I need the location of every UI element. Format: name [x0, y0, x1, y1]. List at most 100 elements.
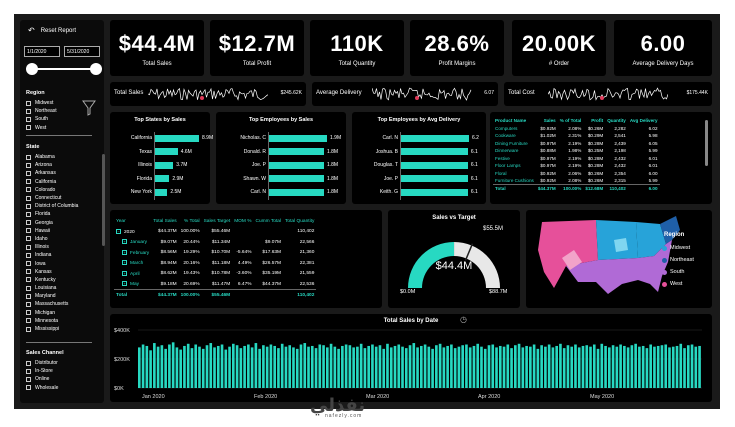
sales-bar[interactable] [190, 348, 194, 389]
state-option[interactable]: Connecticut [26, 194, 78, 202]
sales-bar[interactable] [359, 343, 363, 388]
sales-bar[interactable] [686, 345, 690, 388]
bar-row[interactable]: Carl. N 6.2 [352, 134, 486, 142]
state-scrollbar[interactable] [102, 154, 105, 246]
sales-bar[interactable] [363, 348, 367, 389]
checkbox[interactable] [26, 116, 31, 122]
region-option[interactable]: Midwest [26, 99, 57, 107]
sales-bar[interactable] [472, 345, 476, 388]
sales-bar[interactable] [656, 345, 660, 388]
state-option[interactable]: California [26, 178, 78, 186]
sales-bar[interactable] [675, 345, 679, 388]
sales-bar[interactable] [175, 347, 179, 388]
sales-bar[interactable] [442, 347, 446, 388]
sales-bar[interactable] [265, 346, 269, 388]
sales-bar[interactable] [183, 345, 186, 388]
sales-bar[interactable] [401, 346, 404, 388]
bar-row[interactable]: Florida 2.9M [110, 175, 210, 183]
sales-bar[interactable] [498, 345, 502, 388]
bar-row[interactable]: Joshua. B 6.1 [352, 148, 486, 156]
month-row[interactable]: + January $9.07M 20.44% $11.34M $9.07M 22,566 [114, 237, 316, 248]
state-option[interactable]: Arkansas [26, 169, 78, 177]
sales-bar[interactable] [510, 348, 513, 389]
sales-bar[interactable] [156, 346, 160, 388]
table-row[interactable]: Floral $0.92M 2.06% $0.26M 2,354 6.00 [493, 170, 660, 178]
sales-bar[interactable] [171, 342, 175, 388]
state-option[interactable]: Arizona [26, 161, 78, 169]
bar[interactable] [269, 188, 324, 196]
sales-bar[interactable] [235, 345, 239, 388]
sales-bar[interactable] [168, 344, 171, 389]
sales-bar[interactable] [322, 345, 325, 388]
month-row[interactable]: + May $9.18M 20.69% $11.47M 6.47% $44.37M 22,53… [114, 279, 316, 290]
column-header[interactable]: Avg Delivery [629, 118, 658, 124]
bar-row[interactable]: Donald. R 1.8M [216, 148, 346, 156]
checkbox[interactable] [26, 261, 31, 267]
column-header[interactable]: Product Name [495, 118, 527, 124]
checkbox[interactable] [26, 108, 31, 114]
column-header[interactable]: Year [116, 218, 126, 224]
sales-bar[interactable] [145, 345, 149, 388]
sales-bar[interactable] [641, 345, 645, 388]
sales-bar[interactable] [303, 343, 307, 388]
sales-bar[interactable] [427, 346, 431, 388]
sales-bar[interactable] [356, 346, 359, 388]
sales-bar[interactable] [592, 344, 596, 389]
sales-bar[interactable] [138, 347, 141, 388]
expand-icon[interactable]: + [122, 249, 127, 255]
sales-bar[interactable] [480, 346, 483, 388]
sales-bar[interactable] [514, 345, 517, 388]
checkbox[interactable] [26, 293, 31, 299]
column-header[interactable]: Total Quantity [285, 218, 315, 224]
bar[interactable] [401, 148, 468, 155]
bar[interactable] [401, 188, 468, 196]
column-header[interactable]: Sales [543, 118, 556, 124]
checkbox[interactable] [26, 277, 31, 283]
state-option[interactable]: Kansas [26, 268, 78, 276]
legend-item[interactable]: Midwest [662, 242, 694, 254]
sales-bar[interactable] [660, 345, 664, 388]
month-row[interactable]: + April $8.62M 19.43% $10.78M -3.60% $35.19M 21… [114, 269, 316, 280]
table-row[interactable]: Festive $0.97M 2.19% $0.28M 2,432 6.01 [493, 155, 660, 163]
sales-bar[interactable] [529, 346, 532, 388]
sales-bar[interactable] [506, 344, 510, 389]
checkbox[interactable] [26, 360, 31, 366]
sales-bar[interactable] [608, 347, 611, 388]
sales-bar[interactable] [352, 347, 355, 388]
state-option[interactable]: Massachusetts [26, 300, 78, 308]
sales-bar[interactable] [623, 345, 626, 388]
bar-row[interactable]: California 8.9M [110, 134, 213, 142]
state-option[interactable]: Minnesota [26, 317, 78, 325]
checkbox[interactable] [26, 236, 31, 242]
sales-bar[interactable] [630, 345, 634, 388]
checkbox[interactable] [26, 326, 31, 332]
table-row[interactable]: Dinnerware $0.88M 1.98% $0.25M 2,198 5.99 [493, 147, 660, 155]
sales-bar[interactable] [378, 345, 382, 388]
checkbox[interactable] [26, 244, 31, 250]
sales-bar[interactable] [344, 344, 348, 389]
table-row[interactable]: Dining Furniture $0.97M 2.19% $0.28M 2,439 6.… [493, 140, 660, 148]
column-header[interactable]: Sales Target [203, 218, 231, 224]
sales-bar[interactable] [299, 344, 303, 389]
sales-bar[interactable] [468, 347, 472, 388]
sales-bar[interactable] [318, 344, 322, 389]
bar[interactable] [155, 188, 168, 196]
sales-bar[interactable] [295, 348, 299, 388]
sales-bar[interactable] [645, 348, 649, 389]
sales-bar[interactable] [570, 346, 574, 388]
checkbox[interactable] [26, 154, 31, 160]
sales-bar[interactable] [465, 344, 468, 389]
state-option[interactable]: Illinois [26, 243, 78, 251]
sales-bar[interactable] [333, 346, 337, 388]
date-end-input[interactable]: 5/31/2020 [64, 46, 100, 57]
sales-bar[interactable] [585, 345, 589, 388]
sales-bar[interactable] [397, 344, 401, 389]
sales-bar[interactable] [521, 347, 525, 388]
sales-bar[interactable] [337, 348, 340, 388]
sales-bar[interactable] [371, 344, 374, 389]
checkbox[interactable] [26, 228, 31, 234]
sales-bar[interactable] [581, 345, 585, 388]
collapse-icon[interactable]: − [116, 228, 121, 234]
table-row[interactable]: Furniture Cushions $0.92M 2.08% $0.26M 2,315… [493, 177, 660, 185]
sales-bar[interactable] [292, 347, 295, 388]
